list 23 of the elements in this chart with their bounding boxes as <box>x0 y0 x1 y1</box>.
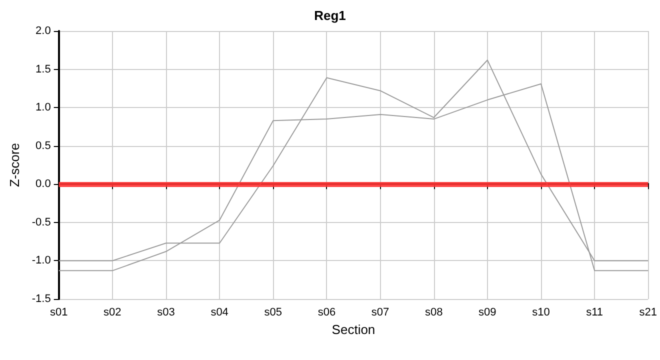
y-tick-label: -1.5 <box>32 293 51 305</box>
y-tick-label: -0.5 <box>32 216 51 228</box>
x-tick-label: s08 <box>424 306 443 318</box>
x-tick-label: s03 <box>157 306 175 318</box>
y-tick-label: 2.0 <box>36 25 51 37</box>
y-tick-label: -1.0 <box>32 254 51 267</box>
x-tick-label: s21 <box>639 306 658 318</box>
x-axis-title: Section <box>332 322 376 337</box>
x-tick-label: s07 <box>371 306 390 318</box>
y-tick-label: 1.5 <box>36 63 51 76</box>
chart-title: Reg1 <box>314 8 346 23</box>
x-tick-label: s04 <box>210 306 228 318</box>
y-axis-title: Z-score <box>7 142 22 188</box>
x-tick-label: s09 <box>478 306 496 318</box>
y-tick-label: 0.5 <box>36 140 51 152</box>
x-tick-label: s06 <box>318 306 336 318</box>
x-tick-label: s01 <box>50 306 68 318</box>
x-tick-label: s11 <box>586 306 604 318</box>
y-tick-label: 0.0 <box>36 178 51 190</box>
x-tick-label: s10 <box>532 306 550 318</box>
x-tick-label: s02 <box>104 306 122 318</box>
x-tick-label: s05 <box>264 306 282 318</box>
y-tick-label: 1.0 <box>36 102 51 114</box>
